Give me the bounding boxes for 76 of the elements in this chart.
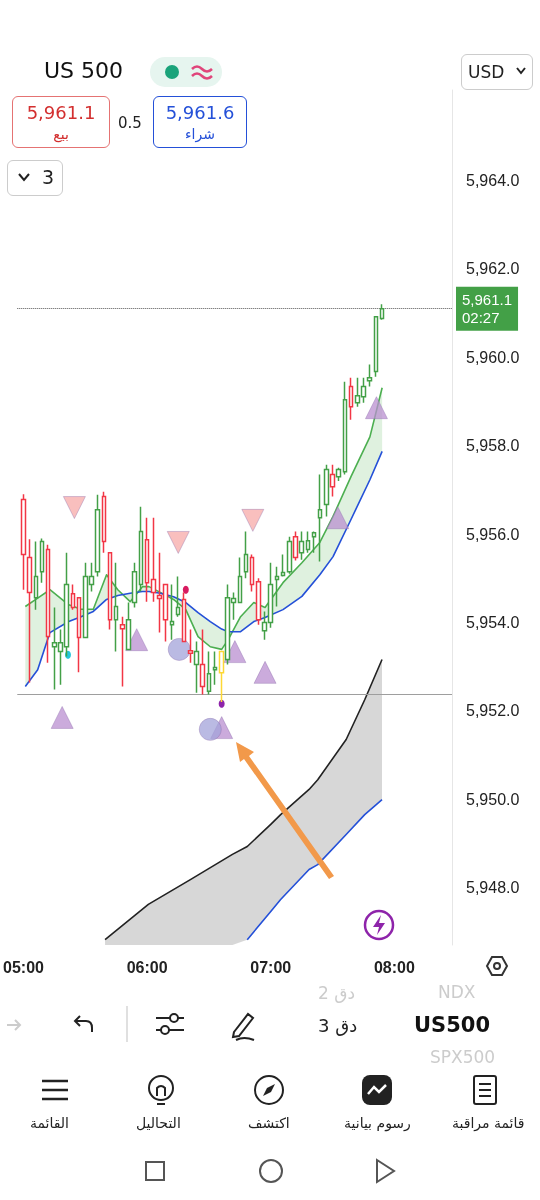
candlestick [274, 566, 280, 608]
candlestick [107, 551, 113, 631]
line-series [24, 450, 383, 688]
candlestick [131, 562, 138, 609]
candlestick [280, 553, 286, 578]
candlestick [249, 553, 255, 593]
annotation: 0.5 [118, 114, 142, 132]
x-tick-label: 08:00 [373, 958, 415, 976]
candlestick [70, 583, 76, 611]
text: US 500 [44, 58, 124, 83]
text: قائمة مراقبة [452, 1115, 525, 1131]
point [182, 585, 189, 594]
y-tick-label: 5,956.0 [466, 525, 520, 543]
candlestick [144, 516, 150, 603]
point [50, 706, 74, 729]
candlestick [94, 493, 101, 578]
candlestick [138, 505, 144, 593]
y-tick-label: 5,958.0 [466, 437, 520, 455]
text: 3 دق [318, 1015, 358, 1036]
candlestick [39, 537, 45, 584]
candlestick [243, 530, 249, 580]
candlestick [305, 530, 311, 554]
candlestick [33, 540, 39, 611]
ref-line-label: 5,961.1 02:27 [462, 291, 513, 327]
text: اكتشف [248, 1115, 290, 1131]
point [223, 640, 247, 663]
candlestick [20, 493, 27, 591]
point [125, 628, 148, 651]
annotation: 5,961.1 [25, 102, 97, 123]
y-tick-label: 5,962.0 [466, 260, 520, 278]
annotation: شراء [184, 126, 216, 142]
candlestick [169, 583, 175, 641]
annotation: بيع [52, 126, 70, 142]
annotation: 5,961.6 [164, 102, 236, 123]
y-tick-label: 5,960.0 [466, 348, 520, 366]
candlestick [348, 376, 354, 421]
candlestick [317, 473, 323, 563]
candlestick [237, 556, 243, 604]
candlestick [150, 516, 157, 603]
point [241, 509, 265, 532]
text: رسوم بيانية [344, 1115, 411, 1131]
point [167, 531, 190, 554]
point [168, 638, 191, 661]
x-tick-label: 07:00 [250, 958, 292, 976]
candlestick [212, 650, 218, 686]
text: USD [468, 62, 505, 82]
text: القائمة [30, 1115, 69, 1131]
line-series [246, 798, 383, 941]
candlestick [26, 538, 33, 684]
point [63, 496, 86, 519]
candlestick [255, 577, 262, 626]
candlestick [311, 530, 317, 554]
candlestick [373, 315, 379, 378]
text: US500 [414, 1013, 491, 1037]
candlestick [206, 650, 212, 696]
candlestick [76, 596, 82, 674]
candlestick [366, 363, 373, 388]
point [365, 396, 388, 419]
point [326, 506, 350, 529]
text: التحاليل [136, 1115, 181, 1131]
y-tick-label: 5,964.0 [466, 172, 520, 190]
point [253, 661, 277, 684]
y-tick-label: 5,950.0 [466, 790, 520, 808]
y-tick-label: 5,954.0 [466, 613, 520, 631]
candlestick [113, 562, 119, 653]
annotation: 3 [42, 166, 55, 188]
candlestick [379, 303, 385, 321]
y-tick-label: 5,952.0 [466, 702, 520, 720]
point [199, 718, 222, 741]
candlestick [175, 575, 181, 618]
candlestick [101, 490, 107, 554]
x-tick-label: 06:00 [126, 958, 168, 976]
y-tick-label: 5,948.0 [466, 879, 520, 897]
x-tick-label: 05:00 [3, 958, 45, 976]
candlestick [45, 543, 51, 664]
candlestick [342, 380, 348, 476]
